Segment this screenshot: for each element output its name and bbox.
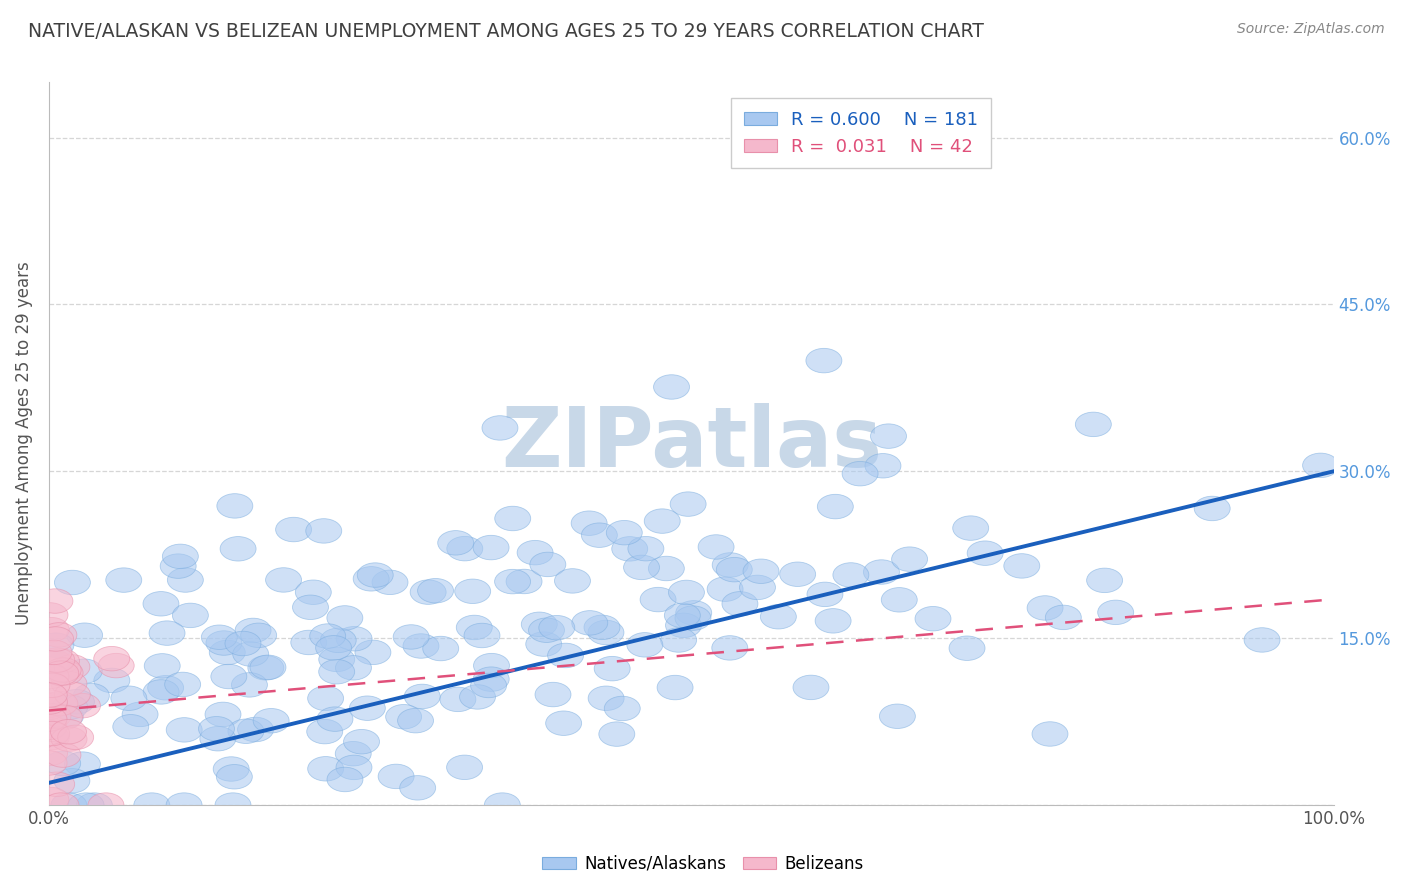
Y-axis label: Unemployment Among Ages 25 to 29 years: Unemployment Among Ages 25 to 29 years xyxy=(15,261,32,625)
Legend: R = 0.600    N = 181, R =  0.031    N = 42: R = 0.600 N = 181, R = 0.031 N = 42 xyxy=(731,98,991,169)
Text: Source: ZipAtlas.com: Source: ZipAtlas.com xyxy=(1237,22,1385,37)
Text: NATIVE/ALASKAN VS BELIZEAN UNEMPLOYMENT AMONG AGES 25 TO 29 YEARS CORRELATION CH: NATIVE/ALASKAN VS BELIZEAN UNEMPLOYMENT … xyxy=(28,22,984,41)
Legend: Natives/Alaskans, Belizeans: Natives/Alaskans, Belizeans xyxy=(536,848,870,880)
Text: ZIPatlas: ZIPatlas xyxy=(501,403,882,484)
